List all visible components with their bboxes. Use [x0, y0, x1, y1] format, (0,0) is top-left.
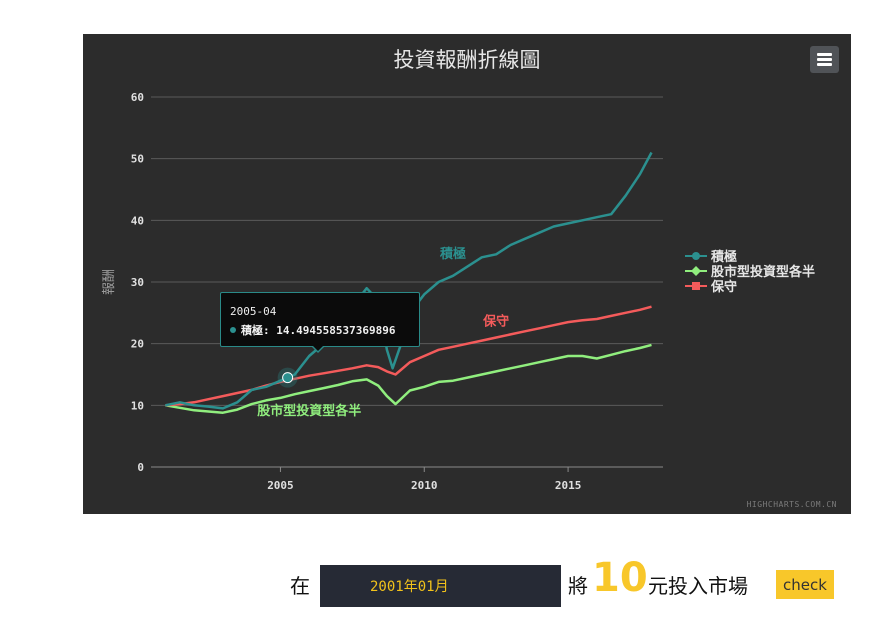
hover-marker[interactable]: [282, 372, 294, 384]
y-tick-label: 50: [131, 153, 144, 166]
menu-icon-bar: [817, 63, 832, 66]
y-tick-label: 10: [131, 399, 144, 412]
legend-label: 保守: [711, 280, 738, 295]
y-tick-label: 20: [131, 338, 144, 351]
series-annotation: 積極: [439, 246, 466, 262]
suffix-label: 元投入市場: [648, 574, 748, 598]
amount-value: 10: [592, 555, 648, 601]
chart-menu-button[interactable]: [810, 46, 839, 73]
chart-title: 投資報酬折線圖: [393, 48, 541, 72]
x-tick-label: 2005: [267, 479, 294, 492]
legend-label: 積極: [711, 250, 738, 265]
chart-tooltip: 2005-04 積極: 14.494558537369896: [220, 292, 420, 353]
start-date-input[interactable]: [320, 565, 561, 607]
series-annotation: 保守: [482, 314, 509, 330]
legend-item-aggressive[interactable]: 積極: [685, 248, 815, 265]
check-button[interactable]: check: [776, 570, 834, 599]
legend-diamond-icon: [685, 265, 707, 276]
chart-credits[interactable]: HIGHCHARTS.COM.CN: [746, 500, 837, 509]
mid-label: 將: [568, 574, 588, 598]
legend-label: 股市型投資型各半: [711, 265, 816, 280]
menu-icon-bar: [817, 58, 832, 61]
y-axis-label: 報酬: [102, 269, 117, 295]
y-tick-label: 0: [137, 461, 144, 474]
series-line-1[interactable]: [165, 343, 652, 414]
chart-legend: 積極 股市型投資型各半 保守: [685, 248, 816, 295]
tooltip-value-line: 積極: 14.494558537369896: [230, 322, 395, 338]
y-tick-label: 40: [131, 214, 144, 227]
x-tick-label: 2010: [411, 479, 438, 492]
y-tick-label: 60: [131, 91, 144, 104]
legend-square-icon: [685, 281, 707, 290]
series-annotation: 股市型投資型各半: [257, 403, 361, 419]
legend-item-balanced[interactable]: 股市型投資型各半: [685, 263, 816, 280]
menu-icon-bar: [817, 53, 832, 56]
prefix-label: 在: [290, 574, 310, 598]
chart-panel: 0 10 20 30 40 50 60 2005 2010 2015 報酬 積極 保守 股市型投資型各半 …: [83, 34, 851, 514]
legend-circle-icon: [685, 251, 707, 260]
tooltip-label: 積極: 14.494558537369896: [241, 324, 396, 337]
tooltip-arrow-fill: [312, 345, 324, 351]
legend-item-conservative[interactable]: 保守: [685, 278, 815, 295]
tooltip-date: 2005-04: [230, 305, 277, 318]
series-line-0[interactable]: [165, 151, 653, 410]
y-tick-label: 30: [131, 276, 144, 289]
x-tick-label: 2015: [555, 479, 582, 492]
tooltip-dot-icon: [230, 327, 236, 333]
